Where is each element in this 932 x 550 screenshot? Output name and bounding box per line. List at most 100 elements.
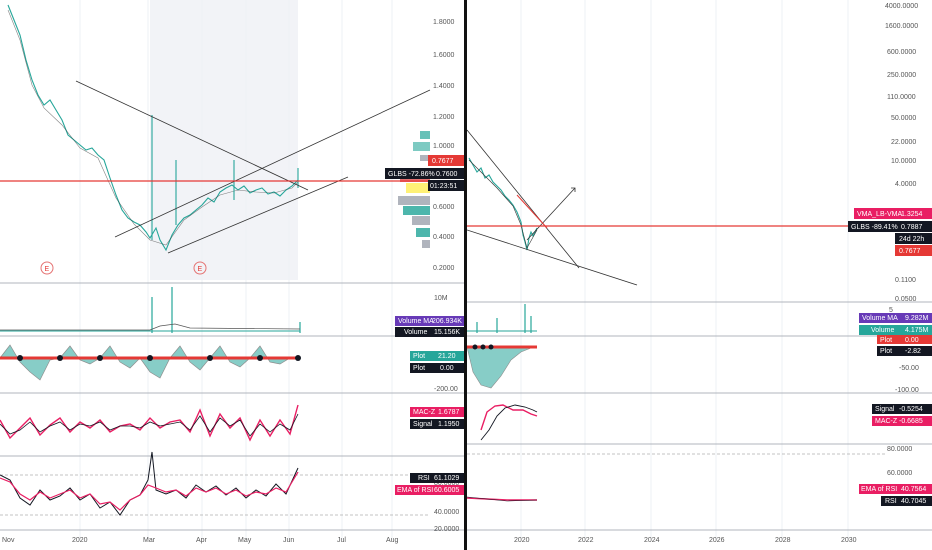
- svg-text:RSI: RSI: [418, 475, 430, 482]
- svg-text:40.0000: 40.0000: [434, 509, 459, 516]
- osc-plot1-tag: [877, 335, 932, 344]
- pane-separators: [0, 282, 464, 531]
- osc-plot2-tag: [410, 363, 464, 373]
- svg-text:0.6000: 0.6000: [433, 204, 455, 211]
- price-overlay-line: [468, 159, 538, 249]
- volume-axis-label: 10M: [434, 295, 448, 302]
- svg-text:250.0000: 250.0000: [887, 72, 916, 79]
- svg-text:2020: 2020: [514, 537, 530, 544]
- earnings-marker-label: E: [198, 266, 203, 273]
- svg-text:1.0000: 1.0000: [433, 143, 455, 150]
- svg-text:2028: 2028: [775, 537, 791, 544]
- svg-text:2022: 2022: [578, 537, 594, 544]
- svg-text:1600.0000: 1600.0000: [885, 23, 918, 30]
- svg-text:Signal: Signal: [875, 406, 895, 413]
- rsi-tag: [410, 473, 464, 483]
- svg-text:Plot: Plot: [413, 353, 425, 360]
- svg-text:2024: 2024: [644, 537, 660, 544]
- svg-text:61.1029: 61.1029: [434, 475, 459, 482]
- volume-profile: [398, 131, 430, 248]
- svg-text:MAC-Z: MAC-Z: [875, 418, 898, 425]
- svg-text:60.6005: 60.6005: [434, 487, 459, 494]
- rsi-ema-tag: [859, 484, 932, 494]
- svg-text:0.1100: 0.1100: [895, 277, 916, 284]
- svg-text:Plot: Plot: [413, 365, 425, 372]
- svg-text:0.2000: 0.2000: [433, 265, 455, 272]
- svg-text:MAC-Z: MAC-Z: [413, 409, 436, 416]
- oscillator-histogram: [0, 344, 300, 381]
- svg-text:1.1950: 1.1950: [438, 421, 460, 428]
- svg-text:Nov: Nov: [2, 537, 15, 544]
- rsi-line: [467, 496, 538, 502]
- time-axis: Nov 2020 Mar Apr May Jun Jul Aug: [2, 537, 399, 544]
- symbol-change-tag: GLBS -72.86%: [388, 171, 435, 178]
- right-chart-canvas[interactable]: 4000.0000 1600.0000 600.0000 250.0000 11…: [467, 0, 932, 550]
- svg-text:1.8000: 1.8000: [433, 19, 455, 26]
- svg-text:0.00: 0.00: [440, 365, 454, 372]
- svg-text:2020: 2020: [72, 537, 88, 544]
- price-series: [7, 4, 299, 252]
- svg-text:206.934K: 206.934K: [432, 318, 462, 325]
- svg-text:Jun: Jun: [283, 537, 294, 544]
- svg-text:Volume MA: Volume MA: [398, 318, 434, 325]
- svg-text:-0.5254: -0.5254: [899, 406, 923, 413]
- svg-text:40.7045: 40.7045: [901, 498, 926, 505]
- svg-text:Signal: Signal: [413, 421, 433, 428]
- svg-text:60.0000: 60.0000: [887, 470, 912, 477]
- rsi-ema-line: [467, 497, 537, 501]
- svg-text:Volume: Volume: [871, 327, 894, 334]
- price-tags: 0.7677 GLBS -72.86% 0.7600 01:23:51: [385, 155, 464, 191]
- rsi-line: [0, 451, 299, 516]
- svg-text:1.6787: 1.6787: [438, 409, 460, 416]
- symbol-price-tag: 0.7600: [436, 171, 458, 178]
- svg-text:4.0000: 4.0000: [895, 181, 917, 188]
- price-axis: 4000.0000 1600.0000 600.0000 250.0000 11…: [885, 3, 918, 303]
- price-tags: VMA_LB-VMA 1.3254 GLBS -89.41% 0.7887 24…: [848, 208, 932, 256]
- svg-text:-0.6685: -0.6685: [899, 418, 923, 425]
- svg-text:-100.00: -100.00: [895, 387, 919, 394]
- earnings-marker-icon[interactable]: [193, 261, 207, 275]
- svg-text:1.4000: 1.4000: [433, 83, 455, 90]
- volume-tag: [859, 325, 932, 335]
- signal-line: [0, 413, 299, 437]
- svg-text:-50.00: -50.00: [899, 365, 919, 372]
- svg-text:15.156K: 15.156K: [434, 329, 460, 336]
- oscillator-histogram: [467, 346, 538, 389]
- svg-text:VMA_LB-VMA: VMA_LB-VMA: [857, 211, 902, 218]
- svg-text:2030: 2030: [841, 537, 857, 544]
- svg-text:0.7887: 0.7887: [901, 224, 923, 231]
- volume-tag: [395, 327, 464, 337]
- earnings-marker-label: E: [45, 266, 50, 273]
- svg-text:May: May: [238, 537, 252, 544]
- svg-text:50.0000: 50.0000: [891, 115, 916, 122]
- svg-text:-2.82: -2.82: [905, 348, 921, 355]
- macz-signal-tag: [872, 404, 932, 414]
- svg-text:GLBS -89.41%: GLBS -89.41%: [851, 224, 898, 231]
- svg-text:Aug: Aug: [386, 537, 399, 544]
- price-series: [468, 157, 538, 251]
- svg-text:0.7677: 0.7677: [899, 248, 921, 255]
- volume-ma-tag: [395, 316, 464, 326]
- time-axis: 2020 2022 2024 2026 2028 2030: [514, 537, 857, 544]
- left-chart-pane[interactable]: 1.8000 1.6000 1.4000 1.2000 1.0000 0.600…: [0, 0, 464, 550]
- osc-axis-label: -200.00: [434, 386, 458, 393]
- earnings-marker-icon[interactable]: [40, 261, 54, 275]
- svg-text:Apr: Apr: [196, 537, 208, 544]
- svg-text:80.0000: 80.0000: [887, 446, 912, 453]
- svg-text:5: 5: [889, 307, 893, 314]
- right-chart-pane[interactable]: 4000.0000 1600.0000 600.0000 250.0000 11…: [467, 0, 932, 550]
- rsi-ema-line: [0, 471, 299, 511]
- svg-text:21.20: 21.20: [438, 353, 456, 360]
- grid-lines: [79, 0, 393, 540]
- svg-text:Volume: Volume: [404, 329, 427, 336]
- pane-divider[interactable]: [464, 0, 467, 550]
- osc-plot1-tag: [410, 351, 464, 361]
- red-trend-line: [516, 194, 548, 229]
- pane-separators: [467, 301, 932, 531]
- svg-text:1.3254: 1.3254: [901, 211, 923, 218]
- left-chart-canvas[interactable]: 1.8000 1.6000 1.4000 1.2000 1.0000 0.600…: [0, 0, 464, 550]
- earnings-markers[interactable]: E E: [40, 261, 207, 275]
- volume-bars: [467, 304, 537, 333]
- macz-tag: [872, 416, 932, 426]
- volume-ma-tag: [859, 313, 932, 323]
